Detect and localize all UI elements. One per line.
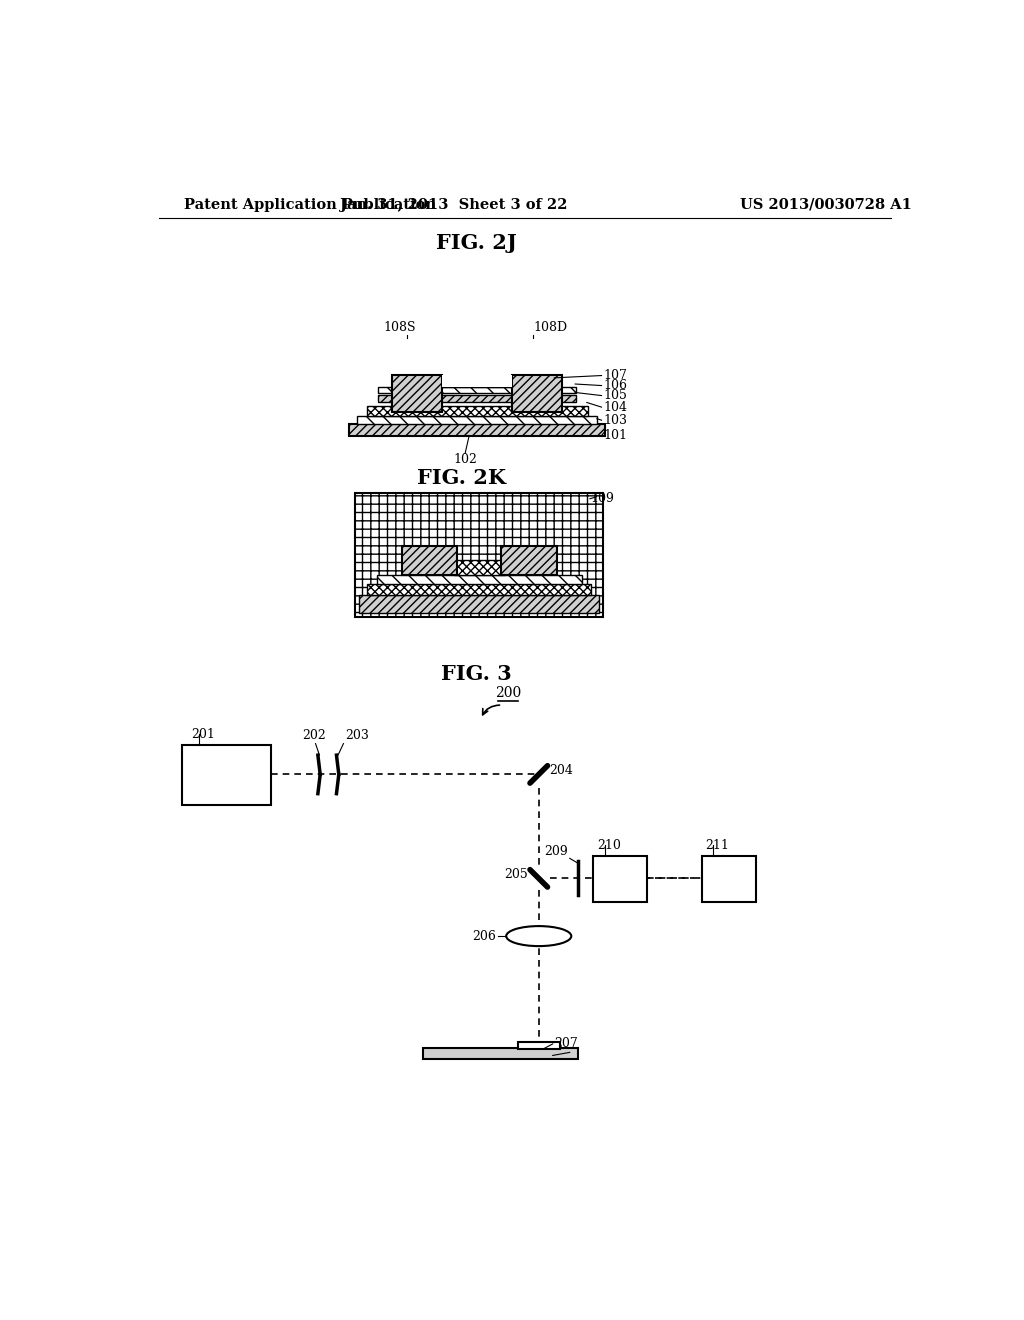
Text: 207: 207 (554, 1038, 578, 1051)
Text: 205: 205 (504, 869, 528, 880)
Bar (182, 744, 271, 805)
Bar (355, 494, 603, 616)
Bar (378, 395, 575, 403)
Text: 103: 103 (604, 413, 628, 426)
Text: 204: 204 (550, 764, 573, 777)
Text: US 2013/0030728 A1: US 2013/0030728 A1 (740, 198, 912, 211)
Text: 201: 201 (191, 727, 215, 741)
Bar (356, 416, 597, 424)
Text: 104: 104 (604, 400, 628, 413)
Bar (512, 375, 562, 412)
Text: FIG. 2K: FIG. 2K (417, 469, 506, 488)
Text: 109: 109 (591, 492, 614, 506)
Bar (518, 1041, 560, 1049)
Ellipse shape (506, 927, 571, 946)
Text: 211: 211 (706, 838, 729, 851)
Bar (359, 595, 599, 612)
Text: 209: 209 (545, 845, 568, 858)
Text: 210: 210 (597, 838, 621, 851)
Bar (593, 857, 647, 903)
Bar (367, 405, 588, 416)
Text: 101: 101 (604, 429, 628, 442)
Text: 206: 206 (472, 929, 496, 942)
Bar (399, 381, 554, 387)
Text: 200: 200 (495, 685, 521, 700)
Text: 208: 208 (554, 1051, 579, 1064)
Bar (454, 560, 505, 576)
Bar (423, 1048, 578, 1059)
Text: 102: 102 (454, 453, 477, 466)
Text: FIG. 2J: FIG. 2J (436, 234, 517, 253)
Bar (391, 375, 442, 412)
Text: 108S: 108S (383, 321, 416, 334)
Text: 202: 202 (302, 729, 326, 742)
Text: 105: 105 (604, 389, 628, 403)
Text: 108D: 108D (534, 321, 567, 334)
Bar (401, 545, 458, 576)
Bar (701, 857, 756, 903)
Bar (378, 387, 575, 393)
Bar (367, 585, 592, 595)
Text: 106: 106 (604, 379, 628, 392)
Bar (501, 545, 557, 576)
Bar (349, 424, 604, 437)
Bar (442, 375, 512, 387)
Text: Patent Application Publication: Patent Application Publication (183, 198, 436, 211)
Text: 203: 203 (345, 729, 369, 742)
Text: 107: 107 (604, 370, 628, 381)
Bar (377, 576, 583, 585)
Text: Jan. 31, 2013  Sheet 3 of 22: Jan. 31, 2013 Sheet 3 of 22 (340, 198, 567, 211)
Text: FIG. 3: FIG. 3 (441, 664, 512, 684)
